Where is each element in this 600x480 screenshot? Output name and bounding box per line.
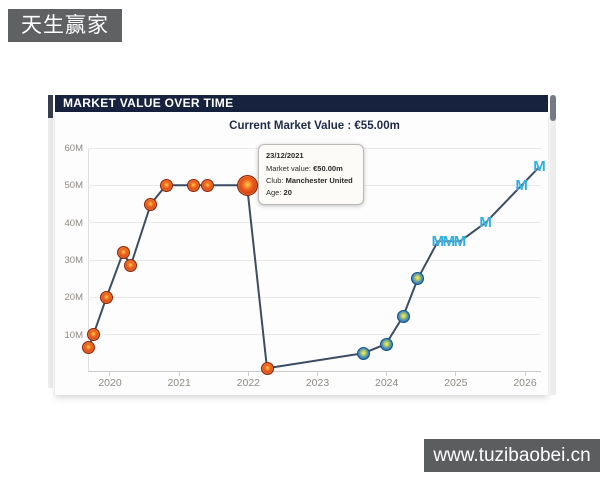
gridline-30M	[88, 260, 541, 261]
right-scrollbar-track[interactable]	[550, 95, 556, 395]
left-scrollbar-track[interactable]	[48, 118, 53, 388]
tooltip-date: 23/12/2021	[266, 151, 304, 160]
current-market-value-label: Current Market Value : €55.00m	[229, 120, 400, 132]
y-tick-label: 50M	[64, 180, 83, 192]
marseille-club-badge[interactable]: M	[515, 176, 528, 194]
x-tick-label: 2024	[374, 377, 399, 389]
manutd-club-badge[interactable]	[100, 290, 113, 304]
manutd-club-badge[interactable]	[86, 328, 100, 342]
y-tick-label: 10M	[64, 329, 83, 341]
right-scrollbar-thumb[interactable]	[550, 95, 556, 121]
getafe-club-badge[interactable]	[379, 337, 393, 351]
tooltip-market-value: Market value: €50.00m	[266, 164, 343, 173]
brand-watermark-badge: 天生赢家	[8, 9, 122, 42]
left-scrollbar-thumb[interactable]	[48, 95, 53, 118]
manutd-club-badge[interactable]	[82, 341, 96, 355]
gridline-20M	[88, 297, 541, 298]
y-tick-label: 60M	[64, 143, 83, 154]
getafe-club-badge[interactable]	[356, 346, 370, 360]
card-title: MARKET VALUE OVER TIME	[63, 96, 234, 110]
x-tick-mark	[525, 372, 526, 376]
manutd-club-badge[interactable]	[186, 178, 200, 192]
x-tick-label: 2021	[167, 377, 191, 389]
manutd-club-badge[interactable]	[116, 246, 130, 259]
x-tick-label: 2020	[98, 377, 122, 389]
market-value-card: MARKET VALUE OVER TIME Current Market Va…	[48, 95, 556, 395]
getafe-club-badge[interactable]	[396, 309, 410, 323]
manutd-club-badge-highlighted[interactable]	[236, 174, 258, 196]
gridline-40M	[88, 222, 541, 223]
y-tick-label: 20M	[64, 292, 83, 304]
x-tick-label: 2023	[305, 377, 330, 389]
x-tick-mark	[386, 372, 387, 376]
manutd-club-badge[interactable]	[124, 259, 138, 273]
x-tick-mark	[109, 372, 110, 376]
y-tick-label: 30M	[64, 255, 83, 266]
manutd-club-badge[interactable]	[201, 178, 214, 192]
marseille-club-badge[interactable]: M	[479, 214, 492, 232]
tooltip: 23/12/2021 Market value: €50.00m Club: M…	[258, 144, 364, 205]
x-axis-line	[88, 371, 541, 372]
x-tick-label: 2022	[236, 377, 260, 389]
x-tick-mark	[317, 372, 318, 376]
marseille-club-badge[interactable]: M	[442, 232, 456, 250]
x-tick-mark	[455, 372, 456, 376]
x-tick-label: 2025	[444, 377, 468, 389]
marseille-club-badge[interactable]: M	[431, 232, 445, 250]
manutd-club-badge[interactable]	[260, 361, 274, 375]
manutd-club-badge[interactable]	[144, 197, 158, 211]
marseille-club-badge[interactable]: M	[533, 158, 546, 176]
tooltip-club: Club: Manchester United	[266, 176, 353, 185]
card-header: MARKET VALUE OVER TIME	[55, 95, 548, 112]
getafe-club-badge[interactable]	[411, 272, 425, 286]
site-watermark: www.tuzibaobei.cn	[424, 439, 600, 472]
gridline-10M	[88, 334, 541, 335]
x-tick-mark	[179, 372, 180, 376]
y-tick-label: 40M	[64, 217, 83, 229]
x-tick-label: 2026	[513, 377, 537, 389]
manutd-club-badge[interactable]	[159, 178, 173, 192]
x-tick-mark	[248, 372, 249, 376]
marseille-club-badge[interactable]: M	[453, 232, 467, 250]
tooltip-age: Age: 20	[266, 188, 292, 197]
